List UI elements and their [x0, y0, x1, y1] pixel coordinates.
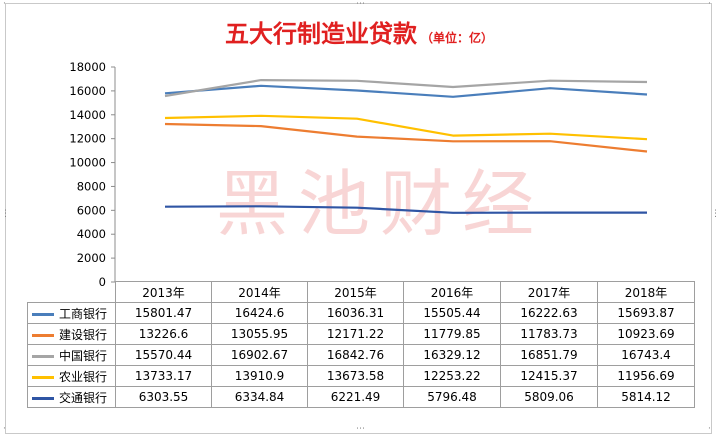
y-tick-label: 8000 — [77, 179, 106, 193]
series-line-1 — [164, 122, 648, 153]
data-label: 16424.6 — [211, 302, 308, 324]
data-label: 13910.9 — [211, 365, 308, 387]
y-tick-label: 14000 — [69, 108, 106, 122]
data-label: 15505.44 — [403, 302, 501, 324]
legend-swatch — [32, 375, 54, 379]
data-label: 12415.37 — [500, 365, 598, 387]
data-label: 6303.55 — [115, 386, 212, 408]
data-label: 6334.84 — [211, 386, 308, 408]
chart-subtitle: （单位：亿） — [420, 31, 493, 45]
table-header-row: 2013年 2014年 2015年 2016年 2017年 2018年 — [27, 281, 695, 303]
data-label: 16036.31 — [307, 302, 404, 324]
data-label: 15693.87 — [597, 302, 695, 324]
y-tick-label: 2000 — [77, 251, 106, 265]
data-label: 13055.95 — [211, 323, 308, 345]
y-tick-label: 16000 — [69, 84, 106, 98]
data-table: 2013年 2014年 2015年 2016年 2017年 2018年 工商银行 15801… — [27, 281, 695, 408]
legend-entry: 工商银行 — [27, 302, 116, 324]
data-label: 16902.67 — [211, 344, 308, 366]
y-tick-label: 12000 — [69, 132, 106, 146]
resize-handle-middle-right[interactable]: ⋮ — [711, 209, 718, 219]
legend-entry: 交通银行 — [27, 386, 116, 408]
y-tick-label: 18000 — [69, 60, 106, 74]
table-corner-cell — [27, 281, 116, 303]
legend-entry: 建设银行 — [27, 323, 116, 345]
data-label: 15570.44 — [115, 344, 212, 366]
data-label: 12171.22 — [307, 323, 404, 345]
table-row: 建设银行 13226.6 13055.95 12171.22 11779.85 11783… — [27, 323, 695, 345]
resize-handle-bottom-left[interactable]: ⋅ — [3, 424, 6, 434]
table-row: 交通银行 6303.55 6334.84 6221.49 5796.48 5809.06 5… — [27, 386, 695, 408]
legend-swatch — [32, 333, 54, 337]
x-tick-label: 2016年 — [403, 281, 501, 303]
resize-handle-top-center[interactable]: ⋯ — [356, 0, 365, 9]
resize-handle-top-left[interactable]: ⋅ — [3, 0, 6, 9]
chart-title: 五大行制造业贷款 — [224, 20, 417, 48]
table-row: 农业银行 13733.17 13910.9 13673.58 12253.22 12415… — [27, 365, 695, 387]
data-label: 11956.69 — [597, 365, 695, 387]
data-label: 12253.22 — [403, 365, 501, 387]
resize-handle-bottom-center[interactable]: ⋯ — [356, 424, 365, 434]
data-label: 16842.76 — [307, 344, 404, 366]
series-line-4 — [164, 205, 647, 214]
data-label: 10923.69 — [597, 323, 695, 345]
series-name: 中国银行 — [59, 348, 108, 363]
series-name: 工商银行 — [59, 306, 108, 321]
x-tick-label: 2015年 — [307, 281, 404, 303]
data-label: 16329.12 — [403, 344, 501, 366]
legend-swatch — [32, 312, 54, 316]
series-name: 农业银行 — [59, 369, 108, 384]
data-label: 5809.06 — [500, 386, 598, 408]
series-name: 建设银行 — [59, 327, 108, 342]
chart-title-area: 五大行制造业贷款 （单位：亿） — [0, 14, 718, 49]
data-label: 15801.47 — [115, 302, 212, 324]
data-label: 13673.58 — [307, 365, 404, 387]
y-tick-label: 10000 — [69, 156, 106, 170]
x-tick-label: 2018年 — [597, 281, 695, 303]
series-line-2 — [164, 78, 648, 98]
data-label: 11779.85 — [403, 323, 501, 345]
data-label: 5814.12 — [597, 386, 695, 408]
data-label: 6221.49 — [307, 386, 404, 408]
resize-handle-top-right[interactable]: ⋅ — [708, 0, 711, 9]
data-label: 11783.73 — [500, 323, 598, 345]
x-tick-label: 2014年 — [211, 281, 308, 303]
legend-entry: 农业银行 — [27, 365, 116, 387]
x-tick-label: 2013年 — [115, 281, 212, 303]
table-row: 中国银行 15570.44 16902.67 16842.76 16329.12 1685… — [27, 344, 695, 366]
legend-entry: 中国银行 — [27, 344, 116, 366]
x-tick-label: 2017年 — [500, 281, 598, 303]
y-tick-label: 4000 — [77, 227, 106, 241]
table-row: 工商银行 15801.47 16424.6 16036.31 15505.44 16222… — [27, 302, 695, 324]
data-label: 5796.48 — [403, 386, 501, 408]
data-label: 16851.79 — [500, 344, 598, 366]
data-label: 13733.17 — [115, 365, 212, 387]
watermark-text: 黑池财经 — [215, 162, 544, 246]
series-line-3 — [164, 114, 648, 141]
series-line-0 — [164, 84, 648, 98]
resize-handle-bottom-right[interactable]: ⋅ — [708, 424, 711, 434]
data-label: 13226.6 — [115, 323, 212, 345]
y-tick-label: 6000 — [77, 203, 106, 217]
data-label: 16222.63 — [500, 302, 598, 324]
data-label: 16743.4 — [597, 344, 695, 366]
resize-handle-middle-left[interactable]: ⋮ — [1, 209, 10, 219]
legend-swatch — [32, 354, 54, 358]
series-name: 交通银行 — [59, 390, 108, 405]
legend-swatch — [32, 396, 54, 400]
